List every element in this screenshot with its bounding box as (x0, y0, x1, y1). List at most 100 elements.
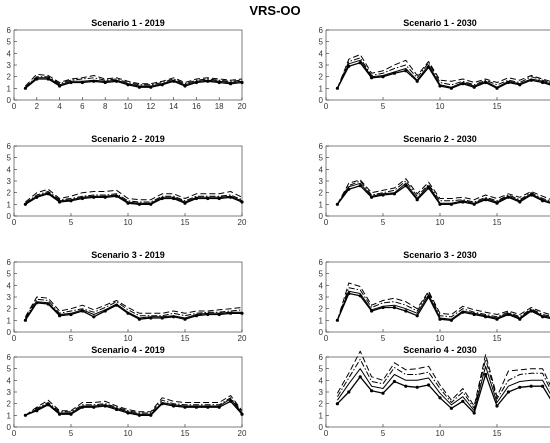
series-line-solid-dot (336, 292, 550, 321)
x-tick-label: 14 (169, 102, 178, 111)
panel-title: Scenario 2 - 2019 (91, 134, 165, 144)
x-tick-label: 5 (381, 102, 386, 111)
y-tick-label: 3 (319, 177, 324, 186)
x-tick-label: 10 (436, 102, 445, 111)
series-line-solid-dot (24, 302, 242, 321)
plot-area (13, 29, 243, 101)
x-tick-label: 5 (381, 429, 386, 438)
x-tick-label: 10 (436, 429, 445, 438)
y-tick-label: 6 (319, 353, 324, 362)
series-line-solid-dot (336, 185, 550, 205)
x-tick-label: 15 (181, 334, 190, 343)
series-line-solid (25, 77, 243, 88)
data-point (484, 372, 488, 377)
data-point (495, 201, 499, 205)
plot-area (325, 261, 550, 333)
data-point (23, 86, 27, 90)
x-tick-label: 20 (238, 334, 247, 343)
panel: Scenario 1 - 2030012345605101520 (319, 18, 550, 111)
data-point (183, 317, 187, 321)
y-tick-label: 4 (319, 376, 324, 385)
y-tick-label: 2 (7, 305, 12, 314)
x-tick-label: 5 (381, 218, 386, 227)
x-tick-label: 5 (69, 334, 74, 343)
series-line-dashed (336, 54, 550, 89)
y-tick-label: 5 (319, 365, 324, 374)
y-tick-label: 3 (319, 61, 324, 70)
x-tick-label: 12 (146, 102, 155, 111)
x-tick-label: 5 (69, 218, 74, 227)
y-tick-label: 2 (7, 189, 12, 198)
y-tick-label: 6 (7, 258, 12, 267)
x-tick-label: 16 (192, 102, 201, 111)
series-line-dashed (336, 282, 550, 321)
y-tick-label: 5 (7, 365, 12, 374)
data-point (370, 389, 374, 393)
x-tick-label: 15 (493, 334, 502, 343)
data-point (438, 396, 442, 400)
data-point (404, 384, 408, 388)
y-tick-label: 1 (319, 316, 324, 325)
y-tick-label: 4 (319, 165, 324, 174)
x-tick-label: 5 (381, 334, 386, 343)
y-tick-label: 0 (319, 423, 324, 432)
series-line-dashdot (24, 298, 243, 319)
x-tick-label: 0 (324, 429, 329, 438)
y-tick-label: 6 (319, 26, 324, 35)
x-tick-label: 15 (181, 218, 190, 227)
figure-title: VRS-OO (249, 3, 300, 18)
x-tick-label: 20 (238, 102, 247, 111)
y-tick-label: 5 (319, 154, 324, 163)
y-tick-label: 0 (319, 96, 324, 105)
x-tick-label: 0 (12, 102, 17, 111)
data-point (370, 309, 374, 313)
data-point (495, 404, 499, 408)
y-tick-label: 3 (7, 177, 12, 186)
data-point (529, 384, 533, 388)
y-tick-label: 1 (319, 84, 324, 93)
series-line-solid (25, 398, 243, 416)
x-tick-label: 10 (124, 429, 133, 438)
series-line-solid (336, 290, 550, 321)
data-point (92, 315, 96, 319)
y-tick-label: 0 (319, 328, 324, 337)
series-line-dashed (336, 350, 550, 407)
data-point (183, 84, 187, 88)
data-point (541, 384, 545, 388)
y-tick-label: 5 (7, 270, 12, 279)
data-point (335, 402, 339, 406)
y-tick-label: 0 (7, 328, 12, 337)
panel: Scenario 4 - 2030012345605101520 (319, 345, 550, 438)
x-tick-label: 15 (493, 218, 502, 227)
y-tick-label: 0 (7, 96, 12, 105)
panel-title: Scenario 1 - 2019 (91, 18, 165, 28)
series-line-dashed (25, 188, 243, 203)
y-tick-label: 3 (319, 388, 324, 397)
x-tick-label: 2 (35, 102, 40, 111)
x-tick-label: 0 (12, 218, 17, 227)
data-point (392, 379, 396, 384)
x-tick-label: 6 (80, 102, 85, 111)
x-tick-label: 20 (238, 218, 247, 227)
y-tick-label: 0 (7, 212, 12, 221)
y-tick-label: 3 (7, 388, 12, 397)
y-tick-label: 2 (7, 73, 12, 82)
x-tick-label: 10 (124, 218, 133, 227)
y-tick-label: 6 (319, 258, 324, 267)
y-tick-label: 6 (7, 26, 12, 35)
data-point (427, 383, 431, 387)
y-tick-label: 4 (7, 376, 12, 385)
y-tick-label: 2 (319, 400, 324, 409)
panel-title: Scenario 3 - 2030 (403, 250, 477, 260)
data-point (518, 385, 522, 389)
panel-title: Scenario 4 - 2019 (91, 345, 165, 355)
x-tick-label: 4 (57, 102, 62, 111)
x-tick-label: 10 (124, 102, 133, 111)
series-line-dashdot (336, 180, 550, 205)
series-line-dashdot (25, 397, 243, 416)
y-tick-label: 2 (319, 305, 324, 314)
plot-area (325, 145, 550, 217)
data-point (415, 385, 419, 389)
